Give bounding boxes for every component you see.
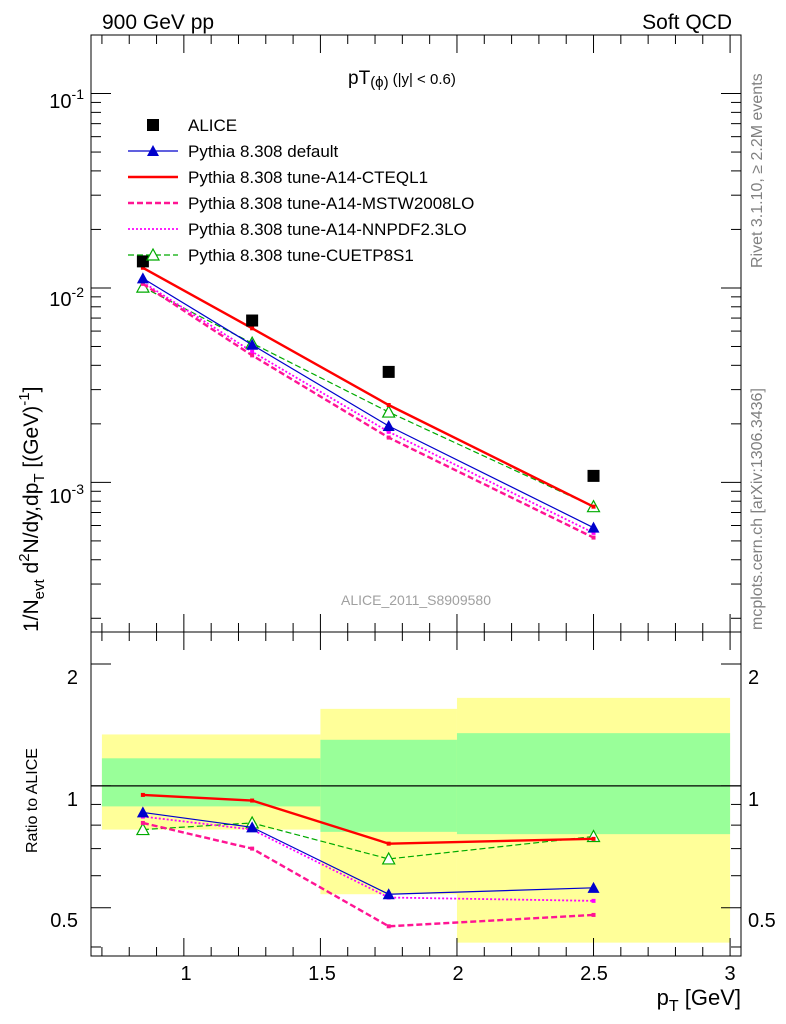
ratio-y-axis-label: Ratio to ALICE: [24, 748, 41, 853]
main-ytick-label: 10-2: [49, 284, 84, 311]
ratio-uncertainty-bands: [91, 697, 741, 943]
x-axis-label: pT [GeV]: [657, 985, 741, 1015]
main-point-nnpdf: [386, 429, 391, 434]
legend-entry-cuetp8s1: Pythia 8.308 tune-CUETP8S1: [128, 246, 414, 265]
ratio-point-cuetp8s1: [135, 822, 150, 836]
ratio-point-default: [587, 881, 600, 893]
main-point-default: [587, 521, 600, 533]
legend-entry-nnpdf: Pythia 8.308 tune-A14-NNPDF2.3LO: [128, 220, 467, 239]
ratio-point-mstw: [140, 820, 145, 825]
ratio-series-line-cteql1: [142, 793, 594, 845]
ratio-series-line-nnpdf: [142, 815, 594, 902]
ratio-point-cteql1: [591, 836, 596, 841]
main-point-alice: [382, 365, 395, 378]
ratio-series-layer: [135, 792, 601, 929]
legend-label-default: Pythia 8.308 default: [188, 142, 339, 161]
main-point-nnpdf: [250, 349, 255, 354]
main-point-mstw: [386, 435, 391, 440]
main-point-default: [246, 338, 259, 350]
ratio-ytick-label-right: 0.5: [748, 910, 776, 932]
ratio-point-cuetp8s1: [381, 851, 396, 865]
main-series-layer: [135, 255, 601, 540]
main-point-cteql1: [386, 403, 391, 408]
legend-entry-mstw: Pythia 8.308 tune-A14-MSTW2008LO: [128, 194, 474, 213]
ratio-point-mstw: [386, 924, 391, 929]
ratio-ytick-label: 1: [67, 789, 78, 811]
ratio-frame: [90, 631, 742, 957]
main-point-alice: [246, 314, 259, 327]
ratio-point-mstw: [250, 846, 255, 851]
legend-label-alice: ALICE: [188, 116, 237, 135]
ratio-panel: 0.5 1 2 0.5 1 2 1 1.5 2 2.5 3 Ratio to A…: [24, 631, 776, 1015]
ratio-point-nnpdf: [591, 898, 596, 903]
main-point-default: [136, 272, 149, 284]
legend-label-mstw: Pythia 8.308 tune-A14-MSTW2008LO: [188, 194, 474, 213]
legend-label-cuetp8s1: Pythia 8.308 tune-CUETP8S1: [188, 246, 414, 265]
legend-entry-cteql1: Pythia 8.308 tune-A14-CTEQL1: [128, 168, 428, 187]
legend: ALICE Pythia 8.308 default Pythia 8.308 tu…: [128, 116, 474, 265]
ratio-ytick-label-right: 2: [748, 667, 759, 689]
main-ytick-label: 10-1: [49, 86, 84, 113]
main-series-line-cteql1: [142, 266, 595, 508]
ratio-point-default: [382, 888, 395, 900]
ratio-ytick-label-right: 1: [748, 789, 759, 811]
ratio-point-default: [136, 806, 149, 818]
ratio-xtick-label: 2: [452, 963, 463, 985]
main-point-alice: [587, 469, 600, 482]
plot-title-main: pT: [348, 68, 371, 89]
ratio-axis-ticks: [91, 632, 741, 956]
legend-label-cteql1: Pythia 8.308 tune-A14-CTEQL1: [188, 168, 428, 187]
analysis-watermark: ALICE_2011_S8909580: [341, 592, 491, 608]
main-series-line-nnpdf: [142, 281, 594, 534]
main-series-line-mstw: [142, 282, 595, 539]
plot-title: pT(ϕ) (|y| < 0.6): [348, 68, 456, 91]
ratio-xtick-label: 1.5: [308, 963, 336, 985]
main-point-default: [382, 419, 395, 431]
legend-label-nnpdf: Pythia 8.308 tune-A14-NNPDF2.3LO: [188, 220, 467, 239]
main-axis-ticks: [91, 34, 741, 632]
ratio-xtick-label: 3: [724, 963, 735, 985]
ratio-series-line-mstw: [142, 821, 594, 928]
header-category-label: Soft QCD: [642, 11, 732, 34]
plot-title-sub: (ϕ): [370, 74, 388, 91]
mcplots-reference-label: mcplots.cern.ch [arXiv:1306.3436]: [749, 388, 766, 630]
main-ytick-label: 10-3: [49, 481, 84, 508]
ratio-point-cteql1: [250, 798, 255, 803]
header-energy-label: 900 GeV pp: [102, 11, 214, 34]
main-point-mstw: [140, 281, 145, 286]
main-point-alice: [136, 255, 149, 268]
legend-marker-default: [147, 145, 159, 156]
ratio-point-cteql1: [386, 841, 391, 846]
ratio-series-line-cuetp8s1: [142, 822, 594, 860]
ratio-series-line-default: [142, 811, 594, 895]
main-y-axis-label: 1/Nevt d2N/dy,dpT [(GeV)-1]: [16, 387, 48, 632]
main-point-cteql1: [250, 326, 255, 331]
ratio-point-mstw: [591, 912, 596, 917]
legend-marker-cuetp8s1: [145, 247, 161, 261]
rivet-version-label: Rivet 3.1.10, ≥ 2.2M events: [749, 73, 766, 268]
main-point-cteql1: [140, 265, 145, 270]
main-point-mstw: [250, 353, 255, 358]
main-point-cteql1: [591, 504, 596, 509]
main-point-nnpdf: [591, 530, 596, 535]
legend-entry-default: Pythia 8.308 default: [128, 142, 339, 161]
ratio-xtick-label: 2.5: [580, 963, 608, 985]
main-series-line-default: [142, 277, 594, 529]
main-series-line-cuetp8s1: [142, 286, 594, 508]
main-point-mstw: [591, 535, 596, 540]
legend-marker-alice: [147, 119, 159, 131]
main-point-cuetp8s1: [381, 404, 396, 418]
plot-title-cond: (|y| < 0.6): [393, 71, 456, 88]
ratio-ytick-label: 0.5: [50, 910, 78, 932]
ratio-ytick-label: 2: [67, 667, 78, 689]
ratio-band-green: [456, 733, 731, 835]
legend-entry-alice: ALICE: [147, 116, 237, 135]
ratio-point-cteql1: [140, 792, 145, 797]
ratio-xtick-label: 1: [180, 963, 191, 985]
ratio-point-default: [246, 821, 259, 833]
main-panel: pT(ϕ) (|y| < 0.6) 10-3 10-2 10-1 1/Nevt d…: [16, 34, 742, 633]
